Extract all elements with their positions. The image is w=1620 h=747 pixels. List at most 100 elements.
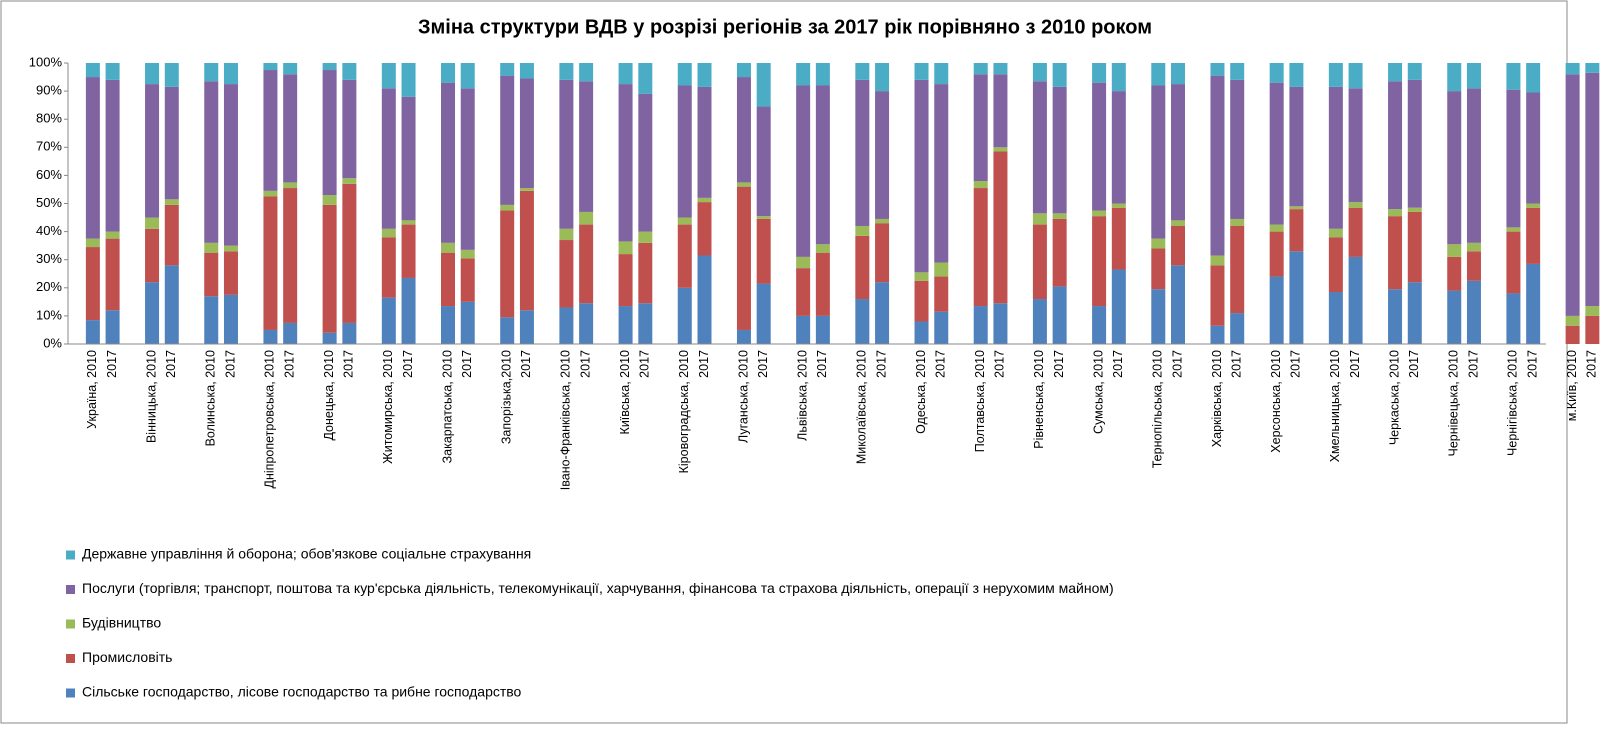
bar-segment xyxy=(559,240,574,308)
bar-segment xyxy=(1052,218,1067,287)
y-tick-label: 30% xyxy=(36,251,62,266)
bar-segment xyxy=(342,178,357,184)
bar-segment xyxy=(1052,213,1067,219)
bar-segment xyxy=(618,241,633,255)
bar-segment xyxy=(1407,79,1422,208)
bar-segment xyxy=(381,297,396,344)
bar-segment xyxy=(638,93,653,232)
bar-segment xyxy=(1092,216,1107,307)
bar-segment xyxy=(1466,63,1481,89)
bar-segment xyxy=(1328,292,1343,344)
bar-segment xyxy=(1328,86,1343,229)
bar-segment xyxy=(322,70,337,196)
bar-segment xyxy=(1585,306,1600,316)
bar-segment xyxy=(1151,85,1166,239)
x-tick-label: Чернігівська, 2010 xyxy=(1506,350,1520,456)
bar-segment xyxy=(1388,216,1403,290)
bar-segment xyxy=(1506,89,1521,228)
bar-segment xyxy=(283,63,298,75)
bar-segment xyxy=(204,242,219,253)
bar-segment xyxy=(559,228,574,241)
x-tick-label: 2017 xyxy=(164,350,178,378)
bar-segment xyxy=(697,255,712,344)
bar-segment xyxy=(85,247,100,321)
bar-segment xyxy=(973,74,988,182)
bar-segment xyxy=(401,96,416,221)
bar-segment xyxy=(164,199,179,205)
x-tick-label: 2017 xyxy=(460,350,474,378)
bar-segment xyxy=(145,217,160,229)
bar-segment xyxy=(500,204,515,211)
bar-segment xyxy=(973,188,988,307)
bar-segment xyxy=(993,63,1008,75)
bar-segment xyxy=(1032,299,1047,344)
x-tick-label: 2017 xyxy=(223,350,237,378)
bar-segment xyxy=(164,63,179,87)
x-tick-label: 2017 xyxy=(756,350,770,378)
bar-segment xyxy=(1348,88,1363,203)
bar-segment xyxy=(460,63,475,89)
bar-segment xyxy=(460,249,475,259)
bar-segment xyxy=(934,311,949,344)
bar-segment xyxy=(1526,207,1541,264)
x-tick-label: Рівненська, 2010 xyxy=(1032,350,1046,449)
bar-segment xyxy=(401,220,416,225)
bar-segment xyxy=(1348,207,1363,257)
bar-segment xyxy=(993,303,1008,344)
y-tick-label: 20% xyxy=(36,279,62,294)
bar-segment xyxy=(815,63,830,86)
x-tick-label: 2017 xyxy=(282,350,296,378)
legend-swatch xyxy=(66,550,75,560)
x-tick-label: Чернівецька, 2010 xyxy=(1447,350,1461,457)
bar-segment xyxy=(855,225,870,236)
bar-segment xyxy=(756,216,771,219)
x-tick-label: 2017 xyxy=(1407,350,1421,378)
bar-segment xyxy=(1210,255,1225,266)
x-tick-label: 2017 xyxy=(638,350,652,378)
bar-segment xyxy=(579,224,594,304)
x-tick-label: 2017 xyxy=(1111,350,1125,378)
bar-segment xyxy=(756,63,771,107)
x-tick-label: Миколаївська, 2010 xyxy=(855,350,869,464)
bar-segment xyxy=(1447,244,1462,257)
bar-segment xyxy=(381,228,396,238)
bar-segment xyxy=(1092,210,1107,217)
x-tick-label: Київська, 2010 xyxy=(618,350,632,434)
bar-segment xyxy=(677,287,692,344)
bar-segment xyxy=(1289,86,1304,207)
y-tick-label: 60% xyxy=(36,167,62,182)
bar-segment xyxy=(736,329,751,344)
x-tick-label: Житомирська, 2010 xyxy=(381,350,395,464)
bar-segment xyxy=(1052,286,1067,344)
x-tick-label: Вінницька, 2010 xyxy=(144,350,158,443)
x-tick-label: 2017 xyxy=(1170,350,1184,378)
bar-segment xyxy=(401,224,416,278)
bar-segment xyxy=(973,181,988,189)
bar-segment xyxy=(1388,209,1403,217)
legend-label: Державне управління й оборона; обов'язко… xyxy=(82,546,531,562)
bar-segment xyxy=(1151,248,1166,290)
bar-segment xyxy=(164,265,179,344)
bar-segment xyxy=(322,332,337,344)
y-tick-label: 70% xyxy=(36,139,62,154)
bar-segment xyxy=(1230,225,1245,314)
bar-segment xyxy=(934,262,949,277)
bar-segment xyxy=(204,296,219,344)
bar-segment xyxy=(618,254,633,307)
bar-segment xyxy=(1151,238,1166,249)
x-tick-label: Полтавська, 2010 xyxy=(973,350,987,452)
bar-segment xyxy=(1348,63,1363,89)
bar-segment xyxy=(1407,211,1422,283)
bar-segment xyxy=(519,63,534,79)
bar-segment xyxy=(934,84,949,263)
x-tick-label: Кіровоградська, 2010 xyxy=(677,350,691,473)
bar-segment xyxy=(500,317,515,344)
bar-segment xyxy=(342,183,357,323)
bar-segment xyxy=(796,85,811,257)
bar-segment xyxy=(855,63,870,80)
bar-segment xyxy=(105,310,120,344)
bar-segment xyxy=(973,306,988,344)
bar-segment xyxy=(145,228,160,283)
bar-segment xyxy=(1565,315,1580,326)
bar-segment xyxy=(85,63,100,78)
